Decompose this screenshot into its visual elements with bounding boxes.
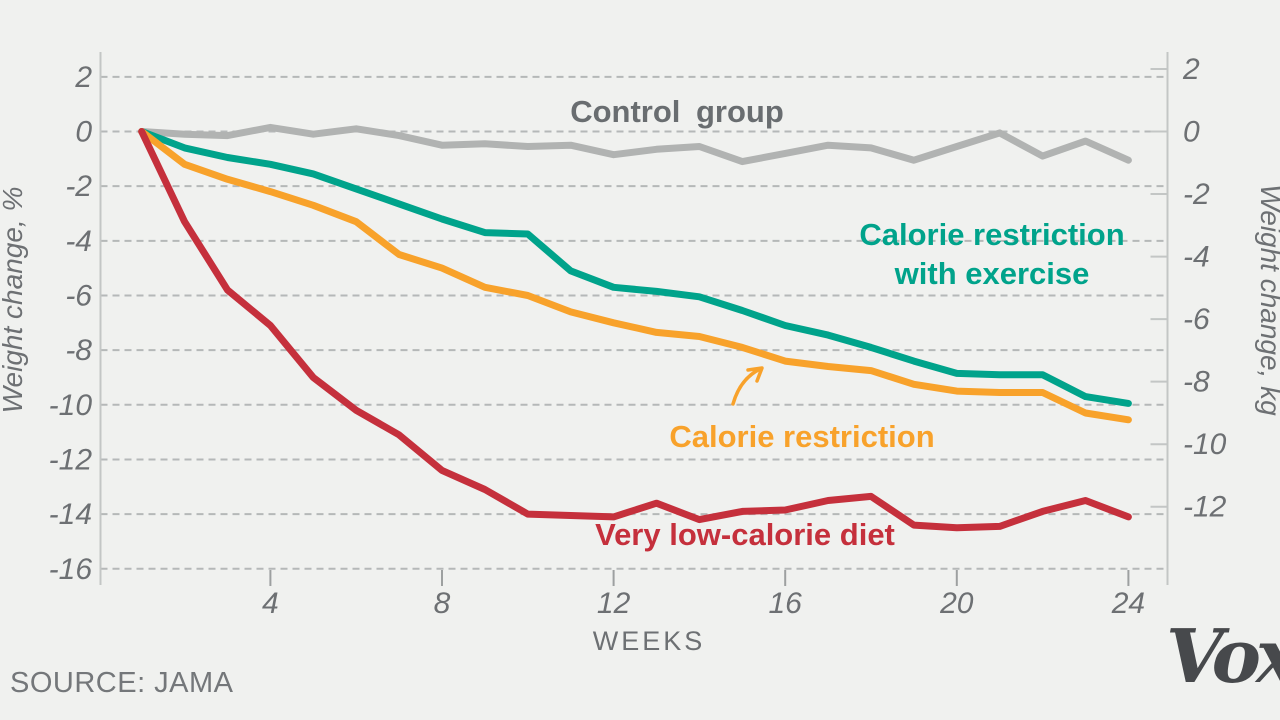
series-label-very-low-calorie-diet: Very low-calorie diet — [595, 517, 895, 552]
left-axis-tick-label--14: -14 — [49, 498, 92, 531]
series-label-calorie-restriction: Calorie restriction — [669, 419, 935, 454]
right-axis-tick-label--4: -4 — [1183, 241, 1210, 274]
left-axis-tick-label--12: -12 — [49, 443, 93, 476]
right-axis-tick-label--10: -10 — [1183, 428, 1227, 461]
x-axis-title: WEEKS — [593, 626, 706, 656]
x-axis-tick-label-4: 4 — [262, 587, 279, 620]
right-axis-tick-label--12: -12 — [1183, 491, 1227, 524]
series-line-calorie-restriction-with-exercise — [138, 128, 1132, 407]
left-axis-tick-label--16: -16 — [49, 553, 93, 586]
right-axis-tick-label--8: -8 — [1183, 366, 1210, 399]
right-axis-tick-label--2: -2 — [1183, 178, 1210, 211]
series-label-crex-line1: Calorie restriction — [859, 217, 1125, 252]
vox-logo: Vox — [1166, 614, 1280, 700]
left-axis-tick-label--8: -8 — [65, 334, 92, 367]
x-axis-tick-label-20: 20 — [939, 587, 974, 620]
series-label-crex-line2: with exercise — [894, 256, 1090, 291]
left-axis-tick-label--10: -10 — [49, 389, 93, 422]
left-axis-tick-label--6: -6 — [65, 279, 92, 312]
right-axis-tick-label-0: 0 — [1183, 116, 1200, 149]
series-line-control-group — [138, 123, 1132, 166]
series-line-very-low-calorie-diet — [138, 128, 1132, 532]
series-label-calorie-restriction-with-exercise: Calorie restriction with exercise — [859, 215, 1124, 293]
x-axis-tick-label-16: 16 — [769, 587, 803, 620]
x-axis-tick-label-24: 24 — [1111, 587, 1145, 620]
right-axis-tick-label-2: 2 — [1182, 53, 1200, 86]
left-axis-tick-label--4: -4 — [65, 225, 92, 258]
right-axis-title: Weight change, kg — [1255, 184, 1280, 416]
x-axis-tick-label-12: 12 — [597, 587, 631, 620]
series-line-calorie-restriction — [138, 128, 1132, 424]
left-axis-tick-label--2: -2 — [65, 170, 92, 203]
x-axis-tick-label-8: 8 — [434, 587, 451, 620]
left-axis-title: Weight change, % — [0, 187, 28, 414]
series-label-control-group: Control group — [570, 94, 784, 129]
left-axis-tick-label-2: 2 — [74, 61, 92, 94]
right-axis-tick-label--6: -6 — [1183, 303, 1210, 336]
source-credit: SOURCE: JAMA — [10, 667, 234, 699]
left-axis-tick-label-0: 0 — [75, 116, 92, 149]
